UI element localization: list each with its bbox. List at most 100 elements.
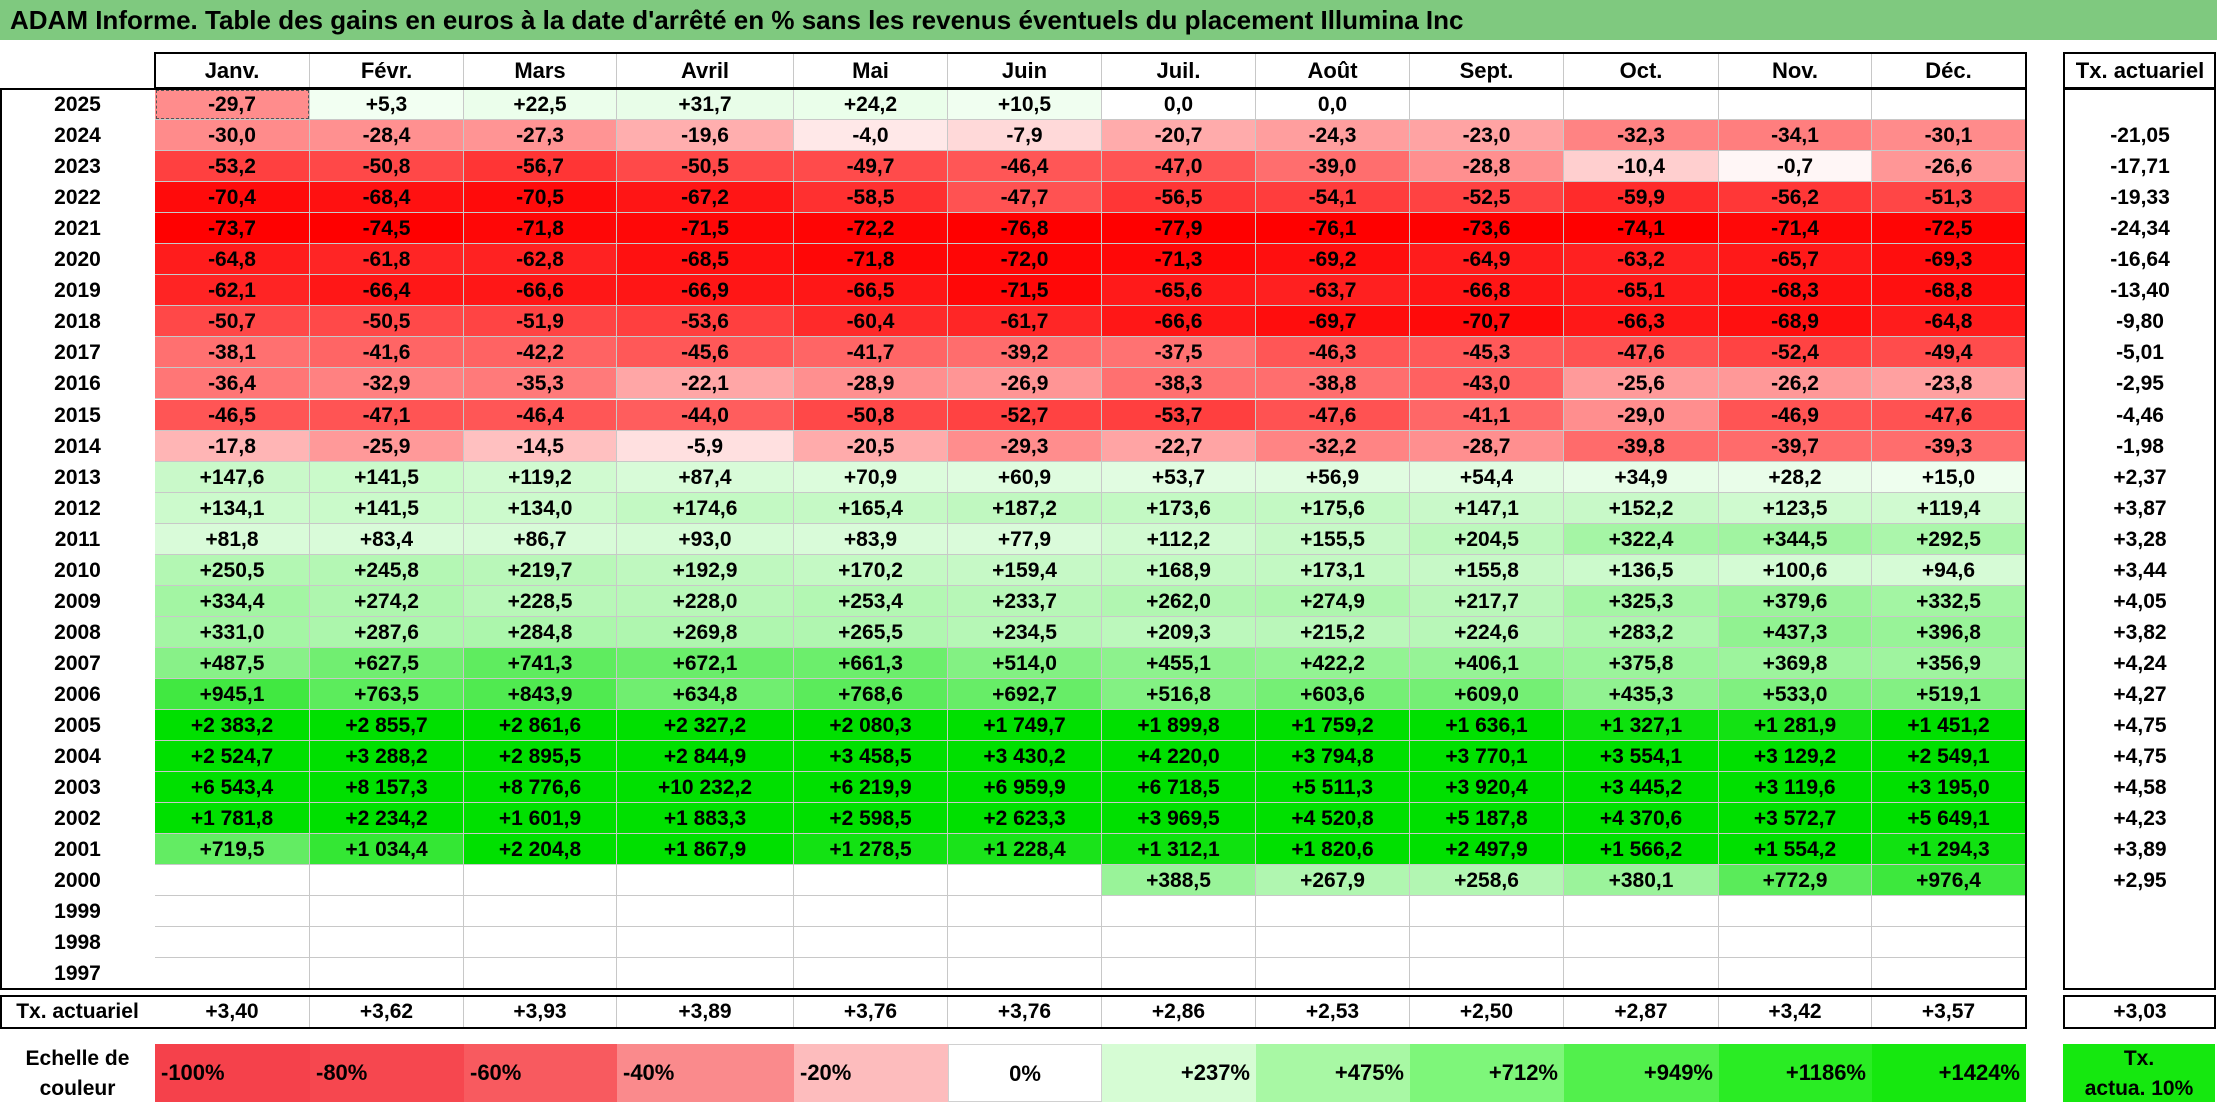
- table-cell: +2 855,7: [310, 710, 464, 742]
- table-cell: -38,3: [1102, 368, 1256, 400]
- rate-cell: +3,82: [2113, 620, 2167, 644]
- table-cell: [948, 896, 1102, 928]
- rate-cell: -13,40: [2110, 279, 2170, 303]
- table-cell: +3 920,4: [1410, 772, 1564, 804]
- table-cell: -65,6: [1102, 275, 1256, 307]
- table-cell: -45,3: [1410, 337, 1564, 369]
- table-cell: +267,9: [1256, 865, 1410, 897]
- table-cell: +283,2: [1564, 616, 1719, 648]
- table-cell: +15,0: [1872, 461, 2026, 493]
- table-cell: -70,5: [464, 182, 617, 214]
- table-cell: +2 204,8: [464, 834, 617, 866]
- table-cell: -70,7: [1410, 306, 1564, 338]
- table-cell: +396,8: [1872, 616, 2026, 648]
- table-cell: +141,5: [310, 492, 464, 524]
- table-cell: -61,8: [310, 244, 464, 276]
- table-cell: -47,6: [1872, 399, 2026, 431]
- table-cell: +292,5: [1872, 523, 2026, 555]
- table-cell: -23,0: [1410, 120, 1564, 152]
- table-cell: -67,2: [617, 182, 794, 214]
- color-scale-swatch: -100%: [155, 1044, 310, 1102]
- table-cell: -0,7: [1719, 151, 1872, 183]
- table-cell: +258,6: [1410, 865, 1564, 897]
- table-cell: -61,7: [948, 306, 1102, 338]
- table-cell: +3 458,5: [794, 741, 948, 773]
- table-cell: +175,6: [1256, 492, 1410, 524]
- table-cell: +369,8: [1719, 647, 1872, 679]
- table-cell: -39,2: [948, 337, 1102, 369]
- table-cell: -56,5: [1102, 182, 1256, 214]
- table-cell: -27,3: [464, 120, 617, 152]
- table-cell: [1872, 927, 2026, 959]
- table-cell: [1719, 89, 1872, 121]
- row-year-label: 2010: [54, 558, 101, 582]
- row-year-label: 2012: [54, 496, 101, 520]
- rate-cell: +4,58: [2113, 776, 2167, 800]
- footer-cell: +3,62: [310, 996, 464, 1028]
- table-cell: +2 234,2: [310, 803, 464, 835]
- table-cell: +228,5: [464, 585, 617, 617]
- footer-cell: +2,87: [1564, 996, 1719, 1028]
- table-cell: +1 781,8: [155, 803, 310, 835]
- rate-cell: +4,05: [2113, 589, 2167, 613]
- table-cell: -24,3: [1256, 120, 1410, 152]
- table-cell: +134,1: [155, 492, 310, 524]
- table-cell: +233,7: [948, 585, 1102, 617]
- table-cell: +1 759,2: [1256, 710, 1410, 742]
- table-cell: -17,8: [155, 430, 310, 462]
- rate-cell: -24,34: [2110, 217, 2170, 241]
- table-cell: +83,9: [794, 523, 948, 555]
- table-cell: -72,0: [948, 244, 1102, 276]
- table-cell: +332,5: [1872, 585, 2026, 617]
- table-cell: -69,2: [1256, 244, 1410, 276]
- table-cell: -66,5: [794, 275, 948, 307]
- table-cell: -26,9: [948, 368, 1102, 400]
- table-cell: +123,5: [1719, 492, 1872, 524]
- table-cell: -41,7: [794, 337, 948, 369]
- table-cell: -47,6: [1564, 337, 1719, 369]
- table-cell: -58,5: [794, 182, 948, 214]
- table-cell: +100,6: [1719, 554, 1872, 586]
- table-cell: +253,4: [794, 585, 948, 617]
- table-cell: +86,7: [464, 523, 617, 555]
- page-title: ADAM Informe. Table des gains en euros à…: [0, 0, 2217, 40]
- month-header: Janv.: [155, 53, 310, 88]
- rate-cell: -21,05: [2110, 124, 2170, 148]
- table-cell: -50,5: [310, 306, 464, 338]
- table-cell: +375,8: [1564, 647, 1719, 679]
- row-year-label: 2006: [54, 682, 101, 706]
- table-cell: +719,5: [155, 834, 310, 866]
- table-cell: [310, 958, 464, 990]
- table-cell: +768,6: [794, 678, 948, 710]
- table-cell: +516,8: [1102, 678, 1256, 710]
- table-cell: +2 844,9: [617, 741, 794, 773]
- table-cell: -35,3: [464, 368, 617, 400]
- table-cell: +2 895,5: [464, 741, 617, 773]
- table-cell: [1256, 896, 1410, 928]
- table-cell: [310, 927, 464, 959]
- table-cell: +269,8: [617, 616, 794, 648]
- table-cell: +228,0: [617, 585, 794, 617]
- table-cell: -41,1: [1410, 399, 1564, 431]
- table-cell: +3 445,2: [1564, 772, 1719, 804]
- rate-cell: +4,75: [2113, 714, 2167, 737]
- table-cell: +152,2: [1564, 492, 1719, 524]
- row-year-label: 2007: [54, 651, 101, 675]
- row-year-label: 2011: [54, 527, 101, 551]
- table-cell: +2 598,5: [794, 803, 948, 835]
- table-cell: -39,0: [1256, 151, 1410, 183]
- table-cell: +1 327,1: [1564, 710, 1719, 742]
- table-cell: [464, 958, 617, 990]
- table-cell: [1564, 89, 1719, 121]
- table-cell: [1564, 896, 1719, 928]
- table-cell: +234,5: [948, 616, 1102, 648]
- color-scale-swatch: -20%: [794, 1044, 948, 1102]
- table-cell: +8 157,3: [310, 772, 464, 804]
- table-cell: +192,9: [617, 554, 794, 586]
- table-cell: +219,7: [464, 554, 617, 586]
- footer-cell: +3,40: [155, 996, 310, 1028]
- table-cell: [1872, 958, 2026, 990]
- table-cell: +250,5: [155, 554, 310, 586]
- table-cell: -71,4: [1719, 213, 1872, 245]
- row-year-label: 2018: [54, 310, 101, 334]
